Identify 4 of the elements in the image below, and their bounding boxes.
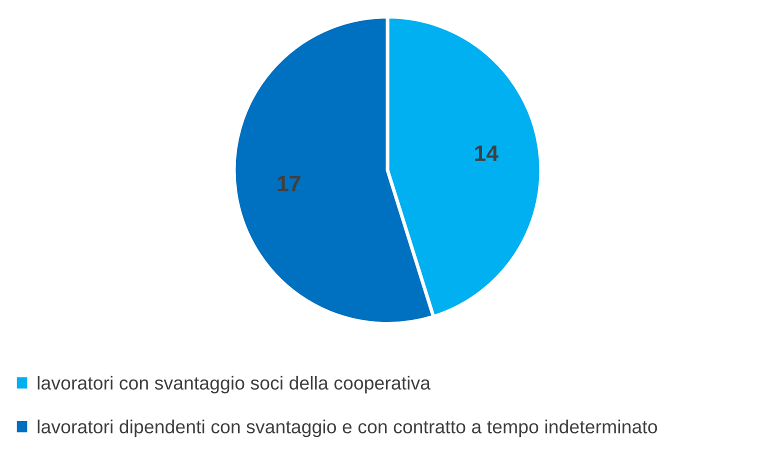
data-label: 14 — [475, 146, 498, 161]
data-label: 17 — [278, 176, 300, 192]
legend-label: lavoratori con svantaggio soci della cooperativa — [38, 376, 431, 394]
legend-label: lavoratori dipendenti con svantaggio e con contratto a tempo indeterminato — [38, 420, 657, 438]
